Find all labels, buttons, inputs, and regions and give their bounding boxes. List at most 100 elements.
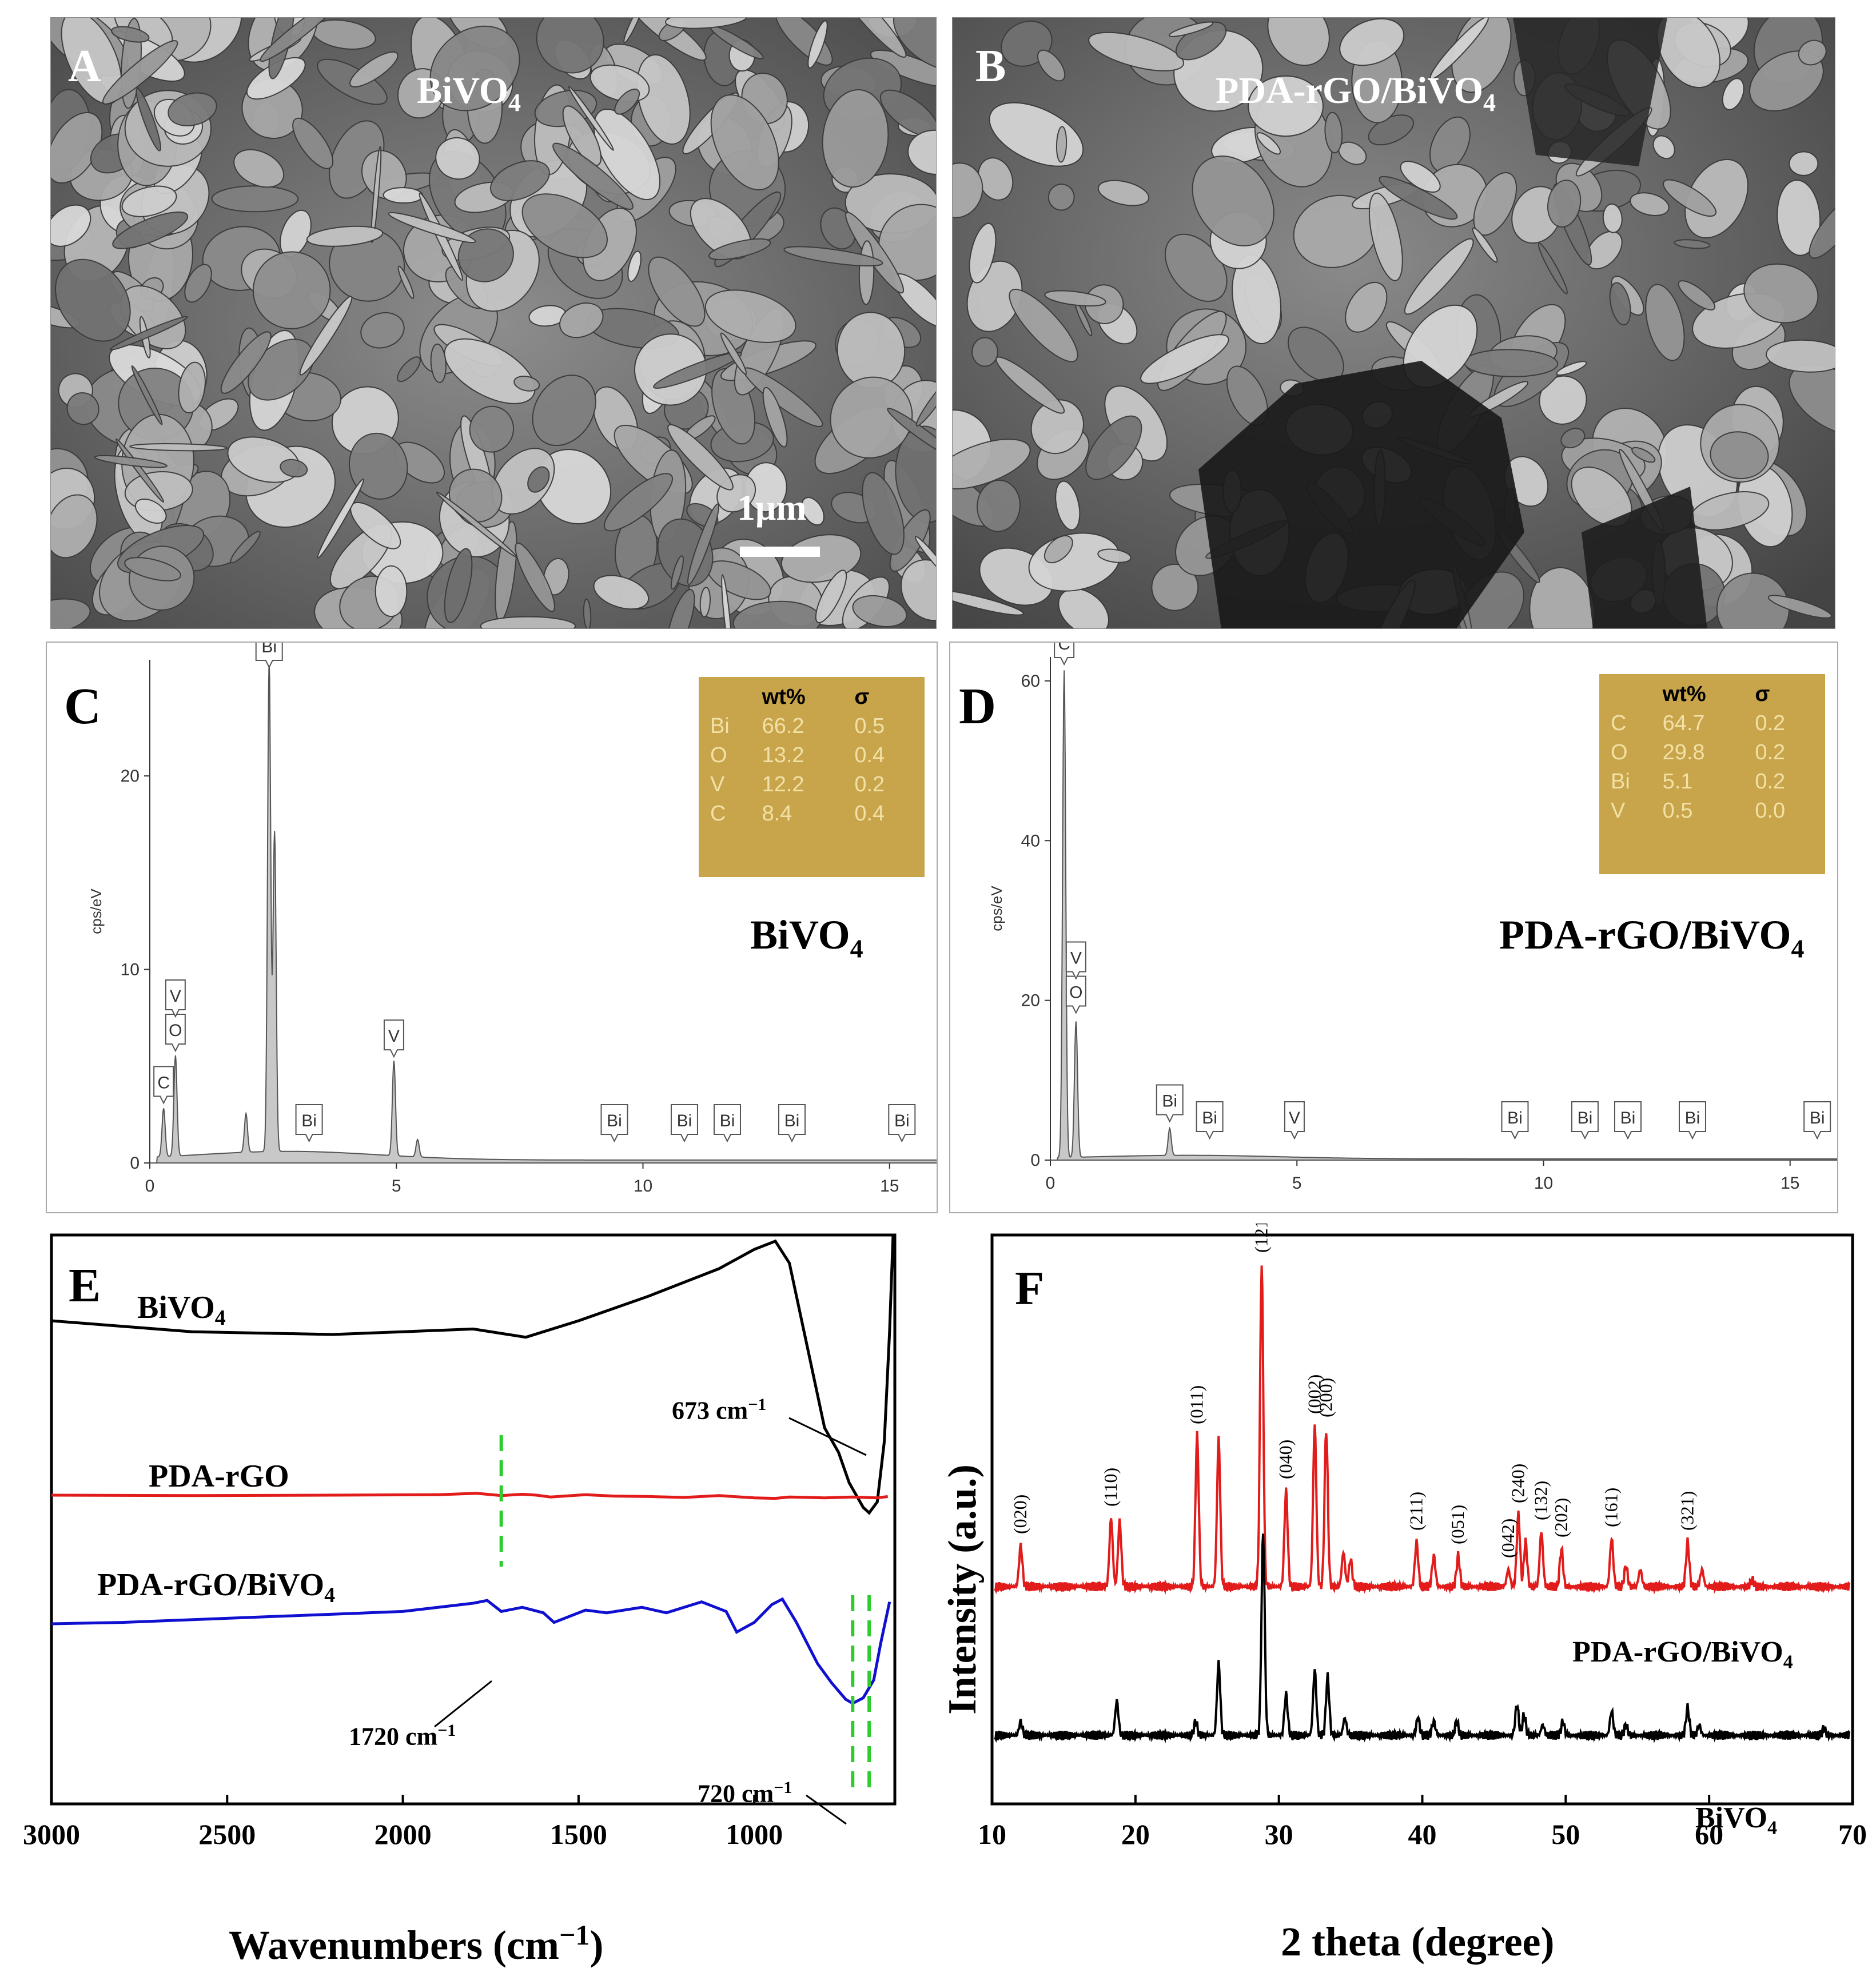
table-row: V 0.5 0.0 [1605, 796, 1819, 826]
element-marker-label: Bi [720, 1112, 735, 1130]
xrd-label-composite-sub: 4 [1783, 1651, 1793, 1673]
table-cell: 5.1 [1662, 770, 1693, 794]
panel-label-e: E [69, 1259, 101, 1312]
table-cell: 64.7 [1662, 711, 1705, 735]
hkl-label: (240) [1508, 1464, 1528, 1503]
xrd-chart-f: 10 20 30 40 50 60 70 (020) (110) (011) (121) (040) (… [978, 1224, 1867, 1850]
panel-label-b: B [975, 41, 1006, 91]
element-marker [1156, 1084, 1184, 1123]
element-marker-label: Bi [1810, 1109, 1825, 1128]
y-axis-label: cps/eV [87, 889, 105, 934]
wt-table-c-h2: σ [854, 685, 870, 709]
sem-title-a: BiVO4 [417, 69, 521, 117]
annotation-1720-sup: −1 [437, 1721, 456, 1740]
x-tick-label: 15 [1781, 1174, 1799, 1193]
element-marker-label: Bi [1578, 1109, 1593, 1128]
x-tick-label: 70 [1838, 1818, 1867, 1850]
table-cell: 0.4 [854, 802, 885, 826]
hkl-label: (110) [1100, 1468, 1121, 1507]
x-tick-label: 15 [880, 1177, 899, 1196]
ftir-label-composite-sub: 4 [324, 1583, 336, 1608]
element-marker [778, 1104, 806, 1143]
table-row: O 29.8 0.2 [1605, 738, 1819, 767]
table-cell: 0.2 [1755, 711, 1786, 735]
element-marker-label: V [170, 987, 181, 1006]
element-marker [713, 1104, 741, 1143]
ftir-label-bivo4-main: BiVO [137, 1290, 215, 1325]
xrd-series-line [994, 1265, 1851, 1595]
table-cell: V [710, 772, 725, 796]
ftir-xlabel-main: Wavenumbers (cm [229, 1922, 559, 1968]
hkl-label: (321) [1677, 1491, 1698, 1531]
y-tick-label: 0 [1030, 1151, 1040, 1170]
x-tick-label: 30 [1265, 1818, 1293, 1850]
xrd-label-composite-main: PDA-rGO/BiVO [1572, 1636, 1783, 1668]
spectrum-area [1050, 670, 1837, 1161]
hkl-label: (132) [1531, 1481, 1551, 1520]
x-tick-label: 60 [1695, 1818, 1723, 1850]
panel-label-a: A [68, 41, 101, 91]
table-cell: 0.2 [1755, 740, 1786, 764]
x-tick-label: 2000 [375, 1818, 432, 1850]
scale-bar-label: 1μm [737, 487, 807, 528]
element-marker [1571, 1101, 1599, 1140]
hkl-label: (202) [1551, 1498, 1571, 1537]
table-cell: Bi [1611, 770, 1630, 794]
eds-panel-c: 0 5 10 15 0 10 20 cps/eV C O V Bi Bi V Bi Bi Bi Bi Bi C Bi… [46, 642, 938, 1213]
ftir-series-line [51, 1236, 895, 1515]
y-tick-label: 20 [121, 767, 140, 786]
element-marker-label: C [157, 1073, 170, 1092]
annotation-673-sup: −1 [748, 1395, 767, 1414]
table-cell: 8.4 [762, 802, 792, 826]
ftir-label-composite-main: PDA-rGO/BiVO [97, 1567, 325, 1603]
table-cell: 12.2 [762, 772, 804, 796]
panel-label-f: F [1015, 1262, 1045, 1315]
wt-table-c-header: wt% σ [704, 683, 919, 712]
element-marker-label: V [1289, 1109, 1300, 1128]
sem-texture-b [953, 18, 1835, 628]
eds-sample-d-sub: 4 [1791, 934, 1805, 963]
hkl-label: (042) [1497, 1519, 1518, 1558]
x-tick-label: 2500 [198, 1818, 256, 1850]
wt-table-d-header: wt% σ [1605, 680, 1819, 709]
table-cell: O [710, 743, 727, 767]
table-cell: 0.2 [854, 772, 885, 796]
table-cell: 0.4 [854, 743, 885, 767]
y-tick-label: 60 [1021, 672, 1040, 691]
table-cell: O [1611, 740, 1628, 764]
element-marker-label: Bi [784, 1112, 800, 1130]
eds-sample-c-sub: 4 [850, 934, 863, 963]
y-tick-label: 40 [1021, 831, 1040, 850]
x-tick-label: 0 [145, 1177, 155, 1196]
ftir-label-pda-rgo-main: PDA-rGO [149, 1459, 289, 1494]
hkl-label: (051) [1447, 1505, 1468, 1544]
table-row: O 13.2 0.4 [704, 741, 919, 770]
sem-title-b-sub: 4 [1483, 89, 1496, 117]
element-marker-label: C [1058, 643, 1070, 654]
y-tick-label: 0 [130, 1154, 140, 1173]
spectrum-area [150, 659, 937, 1164]
xrd-ylabel: Intensity (a.u.) [940, 1464, 985, 1715]
ftir-label-bivo4-sub: 4 [214, 1306, 226, 1330]
wt-table-d-h2: σ [1755, 682, 1770, 706]
element-marker [295, 1104, 323, 1143]
wt-table-c: wt% σ Bi 66.2 0.5 O 13.2 0.4 V 12.2 0.2 C 8.4 0.… [699, 677, 925, 877]
element-marker-label: Bi [1507, 1109, 1523, 1128]
table-cell: 0.5 [1662, 799, 1693, 823]
arrow-1720 [434, 1680, 492, 1728]
table-cell: C [1611, 711, 1627, 735]
eds-sample-d-main: PDA-rGO/BiVO [1499, 912, 1791, 958]
annotation-1720-text: 1720 cm [349, 1722, 438, 1751]
table-row: C 8.4 0.4 [704, 799, 919, 828]
element-marker [1501, 1101, 1529, 1140]
annotation-673-text: 673 cm [672, 1396, 748, 1425]
ftir-xlabel: Wavenumbers (cm−1) [229, 1918, 603, 1969]
arrow-720 [806, 1794, 847, 1825]
xrd-series-line [994, 1533, 1851, 1744]
element-marker [383, 1019, 404, 1058]
element-marker [1284, 1101, 1305, 1140]
xrd-label-composite: PDA-rGO/BiVO4 [1572, 1635, 1793, 1673]
element-marker [1065, 975, 1086, 1014]
